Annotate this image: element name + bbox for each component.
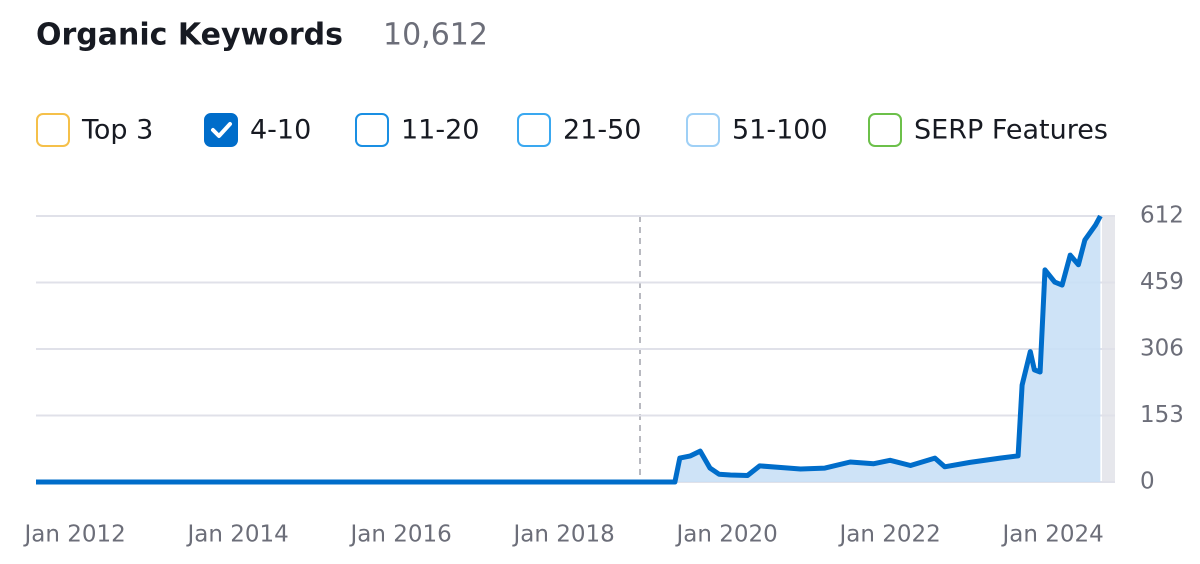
x-tick-label: Jan 2020 [674,522,777,548]
line [36,214,1103,485]
y-tick-label: 612 [1140,203,1184,229]
filter-label[interactable]: SERP Features [914,115,1108,146]
y-tick-label: 153 [1140,402,1184,428]
y-tick-label: 459 [1140,269,1184,295]
filter-checkbox[interactable] [517,113,551,147]
filter-label[interactable]: 4-10 [250,115,311,146]
check-mark [211,122,232,138]
x-tick-label: Jan 2018 [511,522,614,548]
filter-checkbox[interactable] [36,113,70,147]
widget-title: Organic Keywords [36,18,343,53]
x-tick-label: Jan 2022 [837,522,940,548]
filter-label[interactable]: 21-50 [563,115,641,146]
y-tick-label: 0 [1140,469,1155,495]
filter-checkbox[interactable] [686,113,720,147]
x-tick-label: Jan 2014 [185,522,288,548]
y-tick-label: 306 [1140,336,1184,362]
keyword-total: 10,612 [383,18,488,53]
filter-checkbox[interactable] [355,113,389,147]
filter-label[interactable]: 51-100 [732,115,828,146]
x-tick-label: Jan 2012 [22,522,125,548]
x-tick-label: Jan 2016 [348,522,451,548]
x-tick-label: Jan 2024 [1000,522,1103,548]
filter-checkbox[interactable] [204,113,238,147]
filter-label[interactable]: 11-20 [401,115,479,146]
filter-label[interactable]: Top 3 [81,115,153,146]
filter-checkbox[interactable] [868,113,902,147]
